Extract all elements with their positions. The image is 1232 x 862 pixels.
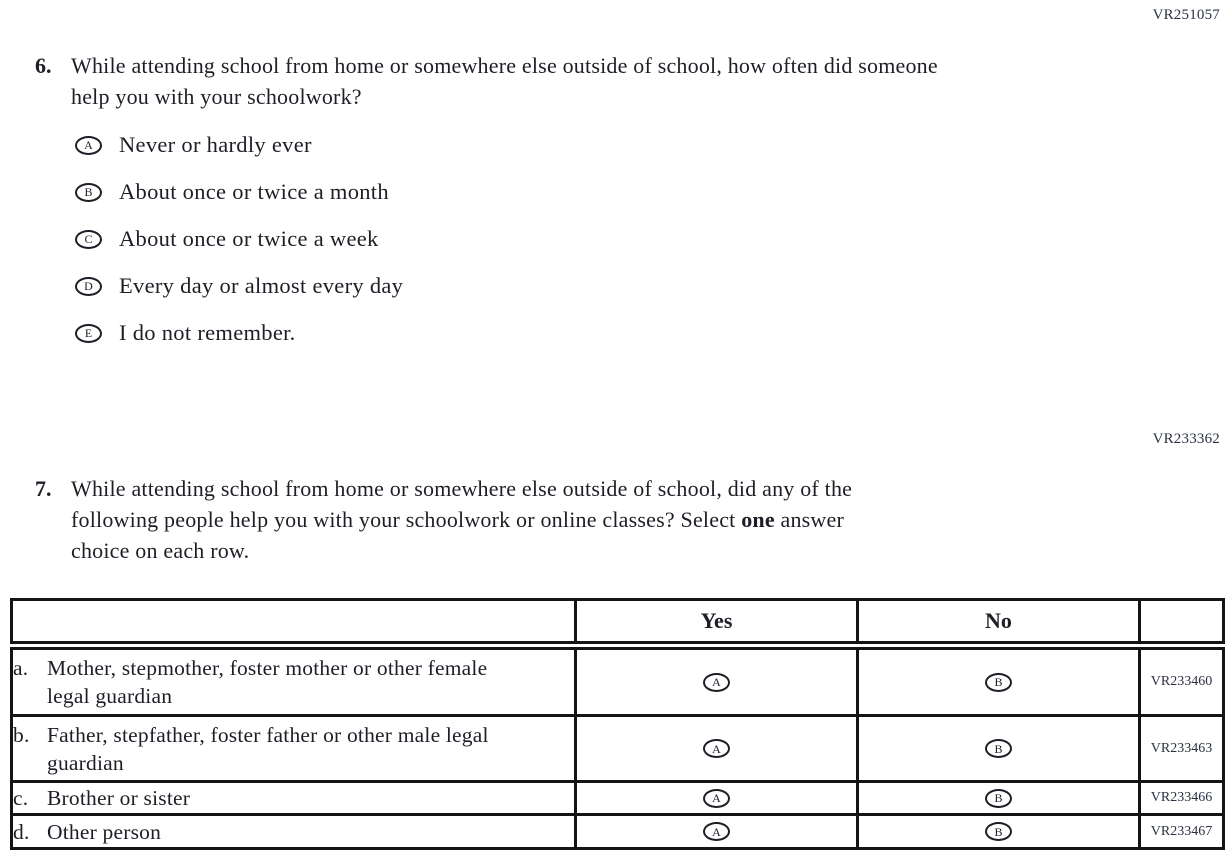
row-prefix: b. (13, 722, 30, 747)
col-header-yes: Yes (574, 598, 859, 650)
question-7-number: 7. (35, 476, 52, 501)
no-cell[interactable]: B (856, 813, 1141, 850)
row-code: VR233460 (1138, 644, 1225, 717)
response-table: Yes No a. Mother, stepmother, foster mot… (10, 598, 1225, 850)
option-row-a[interactable]: A Never or hardly ever (75, 132, 403, 157)
question-7-line-3: choice on each row. (71, 538, 250, 563)
form-code-top: VR251057 (1152, 7, 1220, 23)
row-label: Mother, stepmother, foster mother or oth… (47, 656, 488, 708)
row-label: Other person (47, 819, 162, 844)
option-row-c[interactable]: C About once or twice a week (75, 226, 403, 251)
option-label-a: Never or hardly ever (119, 132, 312, 157)
question-7-line-2: following people help you with your scho… (71, 507, 845, 532)
col-header-code-blank (1138, 598, 1225, 650)
radio-bubble-c-icon[interactable]: C (75, 229, 102, 249)
question-6-text: While attending school from home or some… (71, 50, 938, 112)
col-header-blank (10, 598, 577, 650)
row-prefix: a. (13, 656, 29, 680)
radio-bubble-yes-icon[interactable]: A (703, 822, 730, 841)
row-label-cell: b. Father, stepfather, foster father or … (10, 714, 577, 783)
yes-cell[interactable]: A (574, 780, 859, 816)
option-row-b[interactable]: B About once or twice a month (75, 179, 403, 204)
radio-bubble-yes-icon[interactable]: A (703, 739, 730, 758)
no-cell[interactable]: B (856, 780, 1141, 816)
question-6-line-2: help you with your schoolwork? (71, 84, 362, 109)
table-row-c: c. Brother or sister A B VR233466 (10, 780, 1225, 816)
no-cell[interactable]: B (856, 714, 1141, 783)
question-6-number: 6. (35, 53, 52, 78)
question-6-options: A Never or hardly ever B About once or t… (75, 132, 404, 368)
option-label-b: About once or twice a month (119, 179, 389, 204)
question-7: 7. While attending school from home or s… (35, 473, 1115, 566)
table-row-b: b. Father, stepfather, foster father or … (10, 714, 1225, 783)
radio-bubble-a-icon[interactable]: A (75, 135, 102, 155)
question-7-text: While attending school from home or some… (71, 473, 852, 566)
question-6-line-1: While attending school from home or some… (71, 53, 938, 78)
yes-cell[interactable]: A (574, 644, 859, 717)
row-label-cell: c. Brother or sister (10, 780, 577, 816)
radio-bubble-no-icon[interactable]: B (985, 788, 1012, 808)
row-label: Brother or sister (47, 786, 191, 810)
radio-bubble-no-icon[interactable]: B (985, 739, 1012, 758)
form-code-mid: VR233362 (1152, 431, 1220, 447)
option-label-d: Every day or almost every day (119, 273, 404, 298)
table-header-row: Yes No (10, 598, 1225, 650)
row-code: VR233467 (1138, 813, 1225, 850)
yes-cell[interactable]: A (574, 813, 859, 850)
col-header-no: No (856, 598, 1141, 650)
row-code: VR233463 (1138, 714, 1225, 783)
question-7-line-1: While attending school from home or some… (71, 476, 853, 501)
bold-word-one: one (741, 507, 775, 532)
radio-bubble-no-icon[interactable]: B (985, 822, 1012, 841)
radio-bubble-yes-icon[interactable]: A (703, 788, 730, 808)
table-row-a: a. Mother, stepmother, foster mother or … (10, 644, 1225, 717)
question-6: 6. While attending school from home or s… (35, 50, 1115, 112)
option-row-e[interactable]: E I do not remember. (75, 320, 403, 345)
radio-bubble-yes-icon[interactable]: A (703, 672, 730, 692)
radio-bubble-b-icon[interactable]: B (75, 182, 102, 202)
row-label: Father, stepfather, foster father or oth… (47, 722, 489, 775)
option-label-e: I do not remember. (119, 320, 296, 345)
row-prefix: c. (13, 786, 29, 810)
radio-bubble-e-icon[interactable]: E (75, 323, 102, 343)
no-cell[interactable]: B (856, 644, 1141, 717)
yes-cell[interactable]: A (574, 714, 859, 783)
table-row-d: d. Other person A B VR233467 (10, 813, 1225, 850)
row-prefix: d. (13, 819, 30, 844)
row-label-cell: a. Mother, stepmother, foster mother or … (10, 644, 577, 717)
row-label-cell: d. Other person (10, 813, 577, 850)
radio-bubble-d-icon[interactable]: D (75, 276, 102, 296)
option-label-c: About once or twice a week (119, 226, 379, 251)
option-row-d[interactable]: D Every day or almost every day (75, 273, 404, 298)
row-code: VR233466 (1138, 780, 1225, 816)
radio-bubble-no-icon[interactable]: B (985, 672, 1012, 692)
